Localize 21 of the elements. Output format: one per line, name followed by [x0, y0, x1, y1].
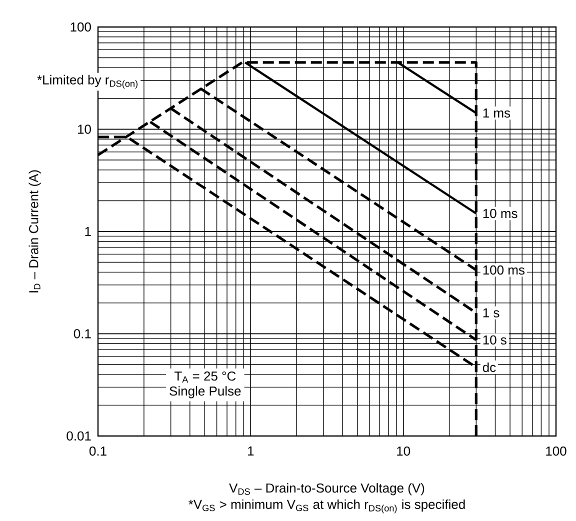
y-tick-label: 100	[70, 22, 91, 32]
y-tick-label: 0.01	[66, 431, 91, 441]
x-tick-label: 100	[546, 446, 566, 456]
x-axis-title: V$_{DS}$ – Drain-to-Source Voltage (V)	[229, 483, 424, 496]
text: *V$_{GS}$ > minimum V$_{GS}$ at which r$_{DS(on)}$ is specified	[188, 499, 465, 514]
x-tick-label: 1	[248, 446, 254, 456]
series-label: 10 ms	[483, 208, 518, 218]
x-tick-label: 0.1	[89, 446, 106, 456]
series-label: 1 ms	[483, 108, 510, 118]
annotation: *Limited by r$_{DS(on)}$	[37, 74, 138, 89]
y-axis-title: I$_{D}$ – Drain Current (A)	[28, 170, 41, 292]
series-label: 10 s	[483, 335, 506, 345]
series-label: 100 ms	[483, 265, 525, 275]
x-tick-label: 10	[397, 446, 410, 456]
series-label: dc	[482, 362, 496, 372]
series-label: 1 s	[483, 308, 500, 318]
y-tick-label: 0.1	[74, 329, 91, 338]
annotation: Single Pulse	[170, 386, 241, 398]
y-tick-label: 10	[78, 124, 91, 134]
y-tick-label: 1	[85, 227, 91, 236]
annotation: T$_{A}$ = 25 °C	[174, 371, 236, 383]
